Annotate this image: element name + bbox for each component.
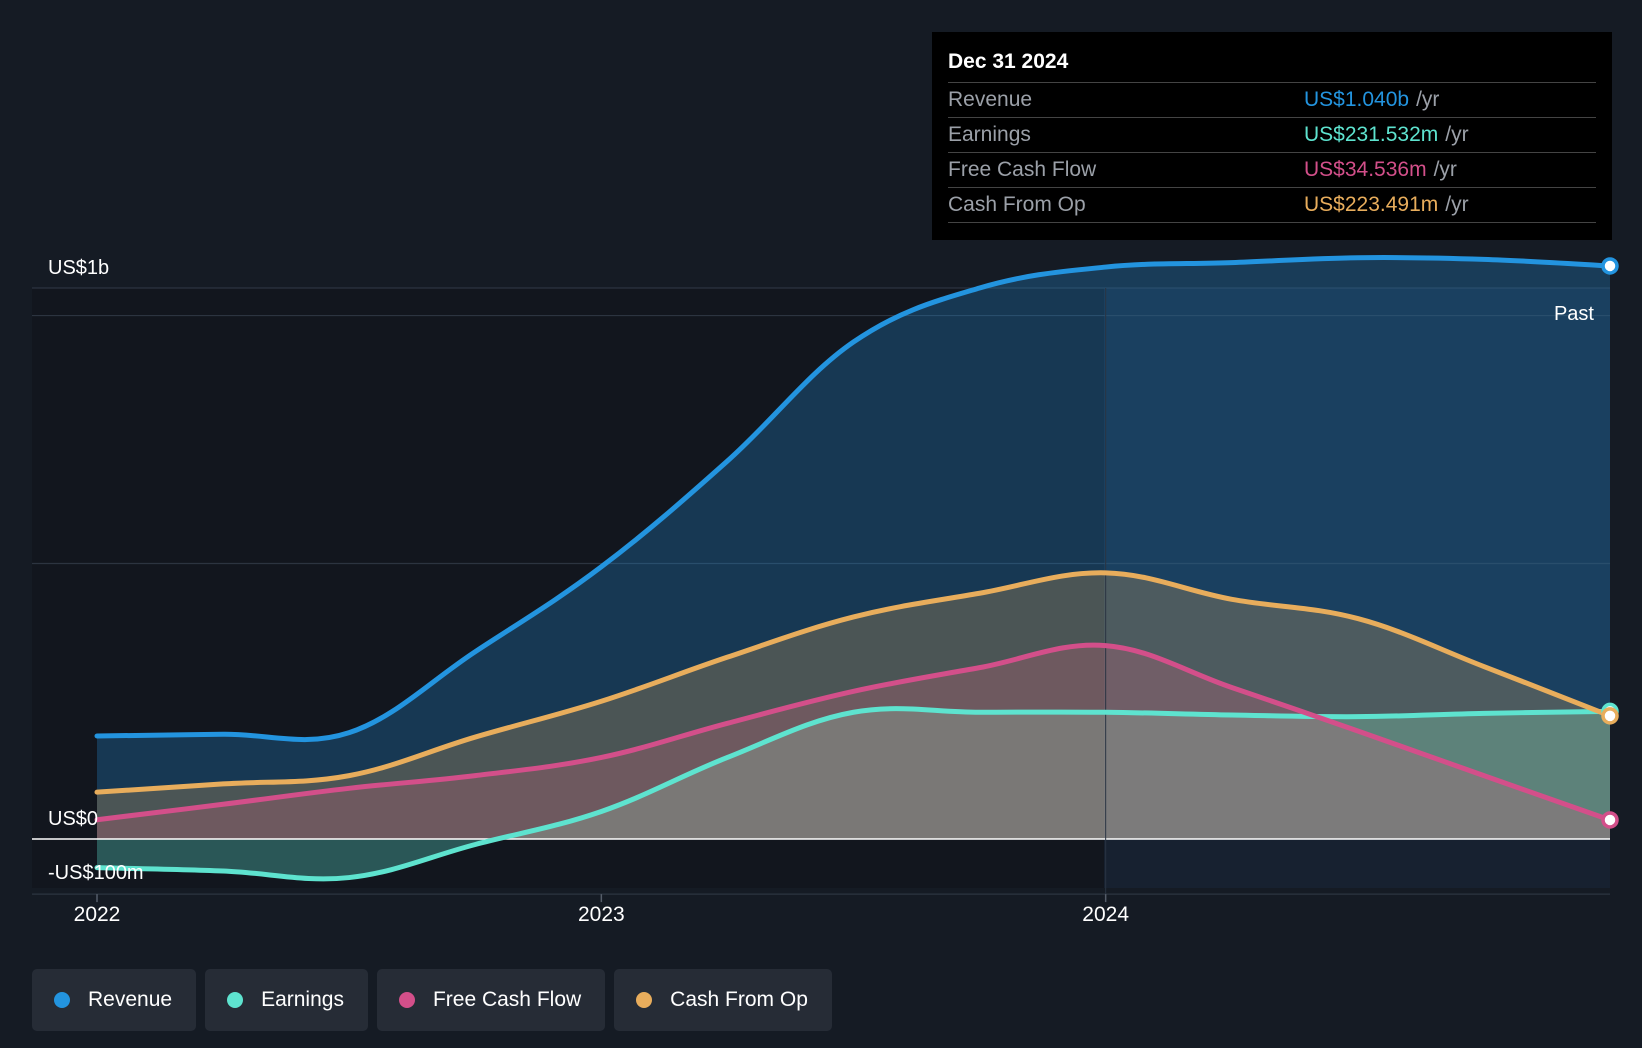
tooltip-row-value: US$34.536m <box>1304 158 1427 181</box>
cash-from-op-line <box>94 570 1613 795</box>
tooltip-row-free-cash-flow: Free Cash Flow US$34.536m /yr <box>948 153 1596 188</box>
x-tick-label: 2024 <box>1082 903 1129 926</box>
earnings-dot-icon <box>227 992 244 1008</box>
series-lines <box>94 254 1613 882</box>
revenue-area <box>97 257 1610 840</box>
gridlines <box>32 287 1610 895</box>
tooltip-row-revenue: Revenue US$1.040b /yr <box>948 83 1596 118</box>
x-tick-label: 2022 <box>74 903 121 926</box>
legend-label: Cash From Op <box>670 988 808 1011</box>
legend: Revenue Earnings Free Cash Flow Cash Fro… <box>32 969 832 1031</box>
cash-from-op-endpoint <box>1601 707 1619 725</box>
cash-from-op-area <box>97 572 1610 839</box>
tooltip-row-unit: /yr <box>1445 123 1469 146</box>
tooltip-row-label: Revenue <box>948 88 1033 111</box>
tooltip-row-label: Cash From Op <box>948 193 1086 216</box>
legend-label: Free Cash Flow <box>432 988 582 1011</box>
free-cash-flow-line <box>94 642 1613 823</box>
tooltip-row-label: Free Cash Flow <box>948 158 1097 181</box>
earnings-area <box>97 708 1610 879</box>
tooltip-row-value: US$1.040b <box>1304 88 1410 111</box>
y-axis-label: US$0 <box>48 808 98 830</box>
free-cash-flow-area <box>97 645 1610 839</box>
revenue-line <box>94 254 1613 743</box>
series-areas <box>97 257 1610 879</box>
x-tick-label: 2023 <box>578 903 625 926</box>
y-axis-labels: US$1b US$0 -US$100m <box>48 257 144 884</box>
legend-label: Revenue <box>88 988 173 1011</box>
past-label: Past <box>1554 303 1594 325</box>
tooltip-row-unit: /yr <box>1433 158 1457 181</box>
tooltip-row-cash-from-op: Cash From Op US$223.491m /yr <box>948 188 1596 223</box>
legend-item-revenue[interactable]: Revenue <box>32 969 197 1031</box>
tooltip-row-earnings: Earnings US$231.532m /yr <box>948 118 1596 153</box>
tooltip-row-value: US$231.532m <box>1304 123 1439 146</box>
series-endpoints <box>1601 257 1619 829</box>
x-axis-ticks: 2022 2023 2024 <box>74 894 1129 926</box>
y-axis-label: -US$100m <box>48 862 144 884</box>
tooltip-row-unit: /yr <box>1445 193 1469 216</box>
legend-item-free-cash-flow[interactable]: Free Cash Flow <box>376 969 606 1031</box>
tooltip-date: Dec 31 2024 <box>948 46 1596 83</box>
free-cash-flow-endpoint <box>1601 811 1619 829</box>
tooltip-row-label: Earnings <box>948 123 1031 146</box>
legend-label: Earnings <box>261 988 344 1011</box>
revenue-endpoint <box>1601 257 1619 275</box>
tooltip-row-value: US$223.491m <box>1304 193 1439 216</box>
tooltip-panel: Dec 31 2024 Revenue US$1.040b /yr Earnin… <box>932 32 1612 240</box>
tooltip-row-unit: /yr <box>1416 88 1440 111</box>
y-axis-label: US$1b <box>48 257 109 279</box>
revenue-dot-icon <box>54 992 70 1008</box>
legend-item-earnings[interactable]: Earnings <box>205 969 368 1031</box>
earnings-line <box>94 706 1613 882</box>
free-cash-flow-dot-icon <box>398 992 415 1008</box>
legend-item-cash-from-op[interactable]: Cash From Op <box>614 969 832 1031</box>
cash-from-op-dot-icon <box>636 992 653 1008</box>
